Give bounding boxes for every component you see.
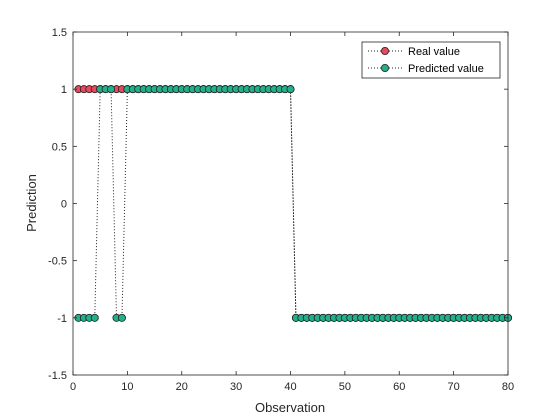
data-point-predicted-value [90, 313, 99, 322]
legend-label-real: Real value [408, 46, 460, 58]
x-tick-label: 60 [393, 381, 405, 393]
y-tick-label: 1 [61, 84, 67, 96]
x-tick-label: 30 [230, 381, 242, 393]
y-axis-label: Prediction [24, 174, 39, 232]
x-tick-label: 20 [176, 381, 188, 393]
y-tick-label: -1.5 [48, 370, 67, 382]
x-tick-label: 50 [339, 381, 351, 393]
legend-box [361, 41, 501, 79]
y-tick-label: -0.5 [48, 256, 67, 268]
tick-layer: 0 10 20 30 40 50 60 70 80 1.5 1 0.5 0 -0.5 -1 -1.5 [48, 27, 514, 393]
legend-marker-real [380, 47, 389, 56]
y-tick-label: -1 [57, 313, 67, 325]
plot-area [73, 32, 508, 375]
data-point-predicted-value [117, 313, 126, 322]
legend-label-predicted: Predicted value [408, 63, 484, 75]
x-tick-label: 10 [121, 381, 133, 393]
x-tick-label: 80 [502, 381, 514, 393]
y-tick-label: 0.5 [52, 141, 67, 153]
y-tick-label: 1.5 [52, 27, 67, 39]
legend-marker-predicted [380, 64, 389, 73]
data-point-predicted-value [107, 85, 116, 94]
series-layer [74, 85, 512, 322]
x-axis-label: Observation [255, 400, 325, 415]
x-tick-label: 0 [70, 381, 76, 393]
y-tick-label: 0 [61, 199, 67, 211]
x-tick-label: 70 [448, 381, 460, 393]
series-predicted-value [74, 85, 512, 322]
legend: Real value Predicted value [361, 41, 501, 79]
data-point-predicted-value [286, 85, 295, 94]
x-tick-label: 40 [284, 381, 296, 393]
